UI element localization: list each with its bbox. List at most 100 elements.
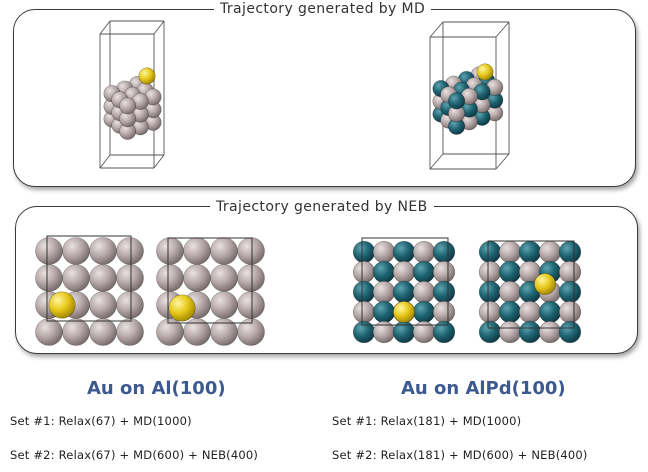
md-panel-title: Trajectory generated by MD xyxy=(214,1,432,17)
pd-atom xyxy=(412,300,436,324)
au-adatom xyxy=(393,301,415,323)
al-atom xyxy=(372,320,396,344)
al-atom xyxy=(518,300,542,324)
au-adatom xyxy=(138,67,156,85)
pd-atom xyxy=(352,240,376,264)
al-atom xyxy=(538,320,562,344)
al-atom xyxy=(498,240,522,264)
al-atom xyxy=(89,264,117,292)
cell-outline xyxy=(361,237,449,326)
cell-edge xyxy=(495,153,510,170)
al-atom xyxy=(183,237,211,265)
al-atom xyxy=(558,260,582,284)
al-atom xyxy=(478,260,502,284)
al-atom xyxy=(116,237,144,265)
al-atom xyxy=(116,318,144,346)
alpd-neb-image-2 xyxy=(478,240,582,344)
al-atom xyxy=(498,280,522,304)
al-atom xyxy=(412,240,436,264)
pd-atom xyxy=(412,260,436,284)
au-adatom xyxy=(168,294,196,322)
al-atom xyxy=(412,320,436,344)
al-atom xyxy=(89,318,117,346)
cell-edge xyxy=(429,21,444,38)
au-adatom xyxy=(534,273,556,295)
al-atom xyxy=(498,320,522,344)
pd-atom xyxy=(448,92,466,110)
al-atom xyxy=(89,291,117,319)
al-atom xyxy=(119,97,137,115)
al-atom xyxy=(210,291,238,319)
al-atom xyxy=(352,300,376,324)
pd-atom xyxy=(392,240,416,264)
al-atom xyxy=(62,318,90,346)
al-atom xyxy=(156,237,184,265)
al-atom xyxy=(156,264,184,292)
alpd-neb-image-1 xyxy=(352,237,456,344)
pd-atom xyxy=(518,240,542,264)
pd-atom xyxy=(372,260,396,284)
cell-edge xyxy=(495,21,510,38)
al-system-heading: Au on Al(100) xyxy=(87,378,226,399)
al-atom xyxy=(183,264,211,292)
al-atom xyxy=(62,264,90,292)
al-md-simulation-cell xyxy=(99,20,165,169)
al-atom xyxy=(352,260,376,284)
pd-atom xyxy=(478,240,502,264)
cell-edge xyxy=(429,153,444,170)
al-atom xyxy=(237,237,265,265)
alpd-set-2-label: Set #2: Relax(181) + MD(600) + NEB(400) xyxy=(332,448,588,462)
pd-atom xyxy=(518,320,542,344)
pd-atom xyxy=(498,260,522,284)
al-atom xyxy=(35,318,63,346)
pd-atom xyxy=(558,240,582,264)
pd-atom xyxy=(498,300,522,324)
pd-atom xyxy=(372,300,396,324)
al-atom xyxy=(237,264,265,292)
cell-edge xyxy=(153,154,165,169)
al-atom xyxy=(412,280,436,304)
al-atom xyxy=(237,318,265,346)
al-set-2-label: Set #2: Relax(67) + MD(600) + NEB(400) xyxy=(10,448,259,462)
al-atom xyxy=(432,300,456,324)
al-atom xyxy=(62,237,90,265)
al-atom xyxy=(116,264,144,292)
pd-atom xyxy=(432,320,456,344)
neb-panel-title: Trajectory generated by NEB xyxy=(210,199,434,215)
cell-outline xyxy=(46,235,132,322)
pd-atom xyxy=(392,280,416,304)
alpd-set-1-label: Set #1: Relax(181) + MD(1000) xyxy=(332,414,522,428)
al-atom xyxy=(372,240,396,264)
pd-atom xyxy=(478,320,502,344)
al-atom xyxy=(372,280,396,304)
cell-edge xyxy=(153,20,165,35)
al-neb-image-2 xyxy=(156,237,265,346)
al-atom xyxy=(35,237,63,265)
pd-atom xyxy=(352,280,376,304)
cell-edge xyxy=(99,154,111,169)
al-atom xyxy=(558,300,582,324)
alpd-md-slab xyxy=(432,66,504,135)
alpd-system-heading: Au on AlPd(100) xyxy=(401,378,566,399)
pd-atom xyxy=(352,320,376,344)
al-atom xyxy=(116,291,144,319)
al-atom xyxy=(538,240,562,264)
al-set-1-label: Set #1: Relax(67) + MD(1000) xyxy=(10,414,192,428)
al-atom xyxy=(35,264,63,292)
al-atom xyxy=(478,300,502,324)
al-atom xyxy=(89,237,117,265)
al-md-slab xyxy=(103,76,162,140)
al-atom xyxy=(392,260,416,284)
al-atom xyxy=(432,260,456,284)
al-atom xyxy=(237,291,265,319)
pd-atom xyxy=(558,320,582,344)
pd-atom xyxy=(432,240,456,264)
al-neb-image-1 xyxy=(35,235,144,346)
al-atom xyxy=(210,237,238,265)
pd-atom xyxy=(538,300,562,324)
au-adatom xyxy=(476,63,494,81)
pd-atom xyxy=(478,280,502,304)
pd-atom xyxy=(432,280,456,304)
cell-edge xyxy=(99,20,111,35)
